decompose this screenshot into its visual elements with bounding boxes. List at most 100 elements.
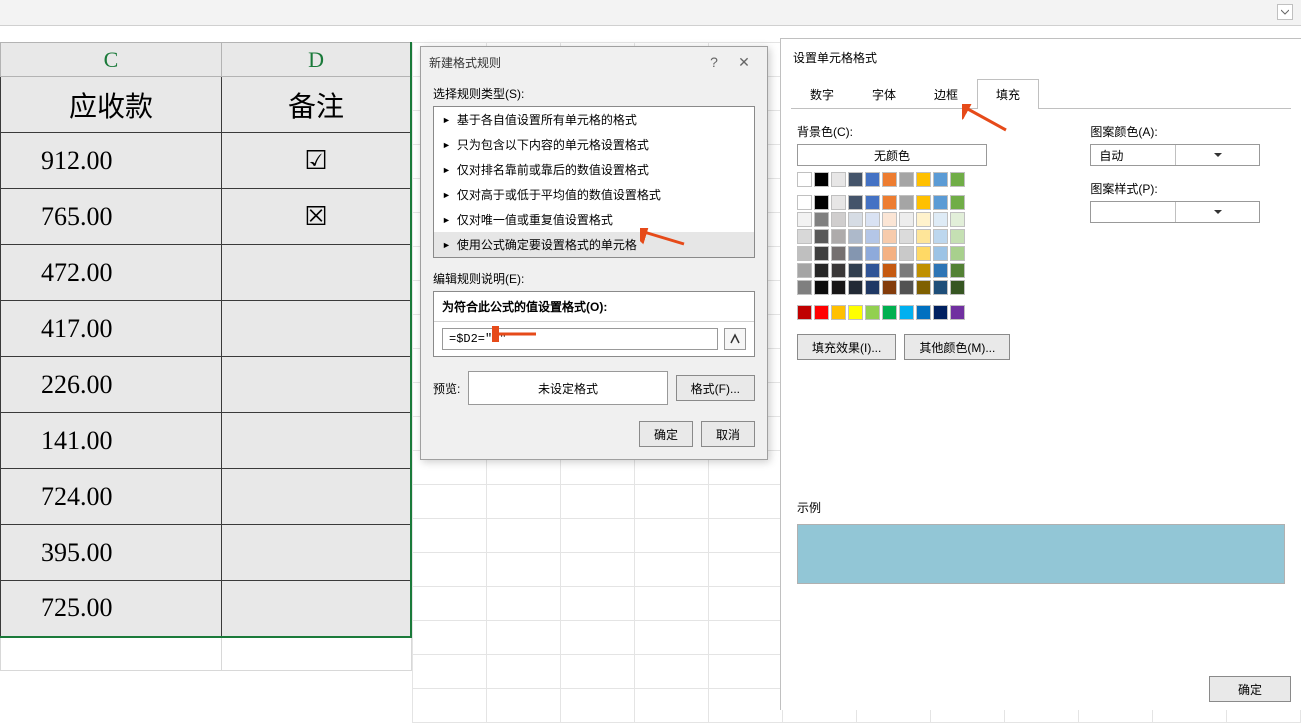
- rule-type-item[interactable]: 只为包含以下内容的单元格设置格式: [434, 132, 754, 157]
- color-swatch[interactable]: [814, 229, 829, 244]
- color-swatch[interactable]: [933, 280, 948, 295]
- tab-number[interactable]: 数字: [791, 79, 853, 109]
- color-swatch[interactable]: [797, 212, 812, 227]
- color-swatch[interactable]: [814, 305, 829, 320]
- color-swatch[interactable]: [950, 229, 965, 244]
- color-swatch[interactable]: [848, 305, 863, 320]
- color-swatch[interactable]: [865, 172, 880, 187]
- color-swatch[interactable]: [899, 229, 914, 244]
- pattern-style-combo[interactable]: [1090, 201, 1260, 223]
- color-swatch[interactable]: [916, 263, 931, 278]
- header-cell-c[interactable]: 应收款: [1, 77, 222, 133]
- color-swatch[interactable]: [933, 246, 948, 261]
- color-swatch[interactable]: [916, 246, 931, 261]
- color-swatch[interactable]: [882, 212, 897, 227]
- dialog-titlebar[interactable]: 新建格式规则 ? ✕: [421, 47, 767, 77]
- color-swatch[interactable]: [831, 229, 846, 244]
- color-swatch[interactable]: [797, 229, 812, 244]
- color-swatch[interactable]: [916, 305, 931, 320]
- color-swatch[interactable]: [797, 172, 812, 187]
- color-swatch[interactable]: [814, 280, 829, 295]
- color-swatch[interactable]: [814, 195, 829, 210]
- color-swatch[interactable]: [848, 172, 863, 187]
- color-swatch[interactable]: [848, 229, 863, 244]
- ok-button[interactable]: 确定: [1209, 676, 1291, 702]
- rule-type-item-selected[interactable]: 使用公式确定要设置格式的单元格: [434, 232, 754, 257]
- format-button[interactable]: 格式(F)...: [676, 375, 755, 401]
- color-swatch[interactable]: [950, 172, 965, 187]
- rule-type-item[interactable]: 仅对高于或低于平均值的数值设置格式: [434, 182, 754, 207]
- color-swatch[interactable]: [814, 263, 829, 278]
- cell-c7[interactable]: 141.00: [1, 413, 222, 469]
- color-swatch[interactable]: [831, 263, 846, 278]
- no-color-button[interactable]: 无颜色: [797, 144, 987, 166]
- cell-d3[interactable]: ☒: [222, 189, 411, 245]
- tab-font[interactable]: 字体: [853, 79, 915, 109]
- color-swatch[interactable]: [882, 229, 897, 244]
- color-swatch[interactable]: [848, 195, 863, 210]
- color-swatch[interactable]: [950, 212, 965, 227]
- color-swatch[interactable]: [865, 195, 880, 210]
- color-swatch[interactable]: [899, 263, 914, 278]
- rule-type-item[interactable]: 仅对排名靠前或靠后的数值设置格式: [434, 157, 754, 182]
- color-swatch[interactable]: [865, 212, 880, 227]
- cell-c4[interactable]: 472.00: [1, 245, 222, 301]
- color-swatch[interactable]: [865, 229, 880, 244]
- color-swatch[interactable]: [899, 195, 914, 210]
- color-swatch[interactable]: [831, 212, 846, 227]
- color-swatch[interactable]: [882, 195, 897, 210]
- color-swatch[interactable]: [797, 246, 812, 261]
- color-swatch[interactable]: [916, 229, 931, 244]
- cell-d4[interactable]: [222, 245, 411, 301]
- color-swatch[interactable]: [848, 280, 863, 295]
- color-swatch[interactable]: [865, 263, 880, 278]
- more-colors-button[interactable]: 其他颜色(M)...: [904, 334, 1010, 360]
- color-swatch[interactable]: [882, 263, 897, 278]
- fill-effects-button[interactable]: 填充效果(I)...: [797, 334, 896, 360]
- color-swatch[interactable]: [814, 246, 829, 261]
- color-swatch[interactable]: [933, 172, 948, 187]
- column-header-c[interactable]: C: [1, 43, 222, 77]
- cell-c8[interactable]: 724.00: [1, 469, 222, 525]
- pattern-color-combo[interactable]: 自动: [1090, 144, 1260, 166]
- cell-d5[interactable]: [222, 301, 411, 357]
- color-swatch[interactable]: [865, 246, 880, 261]
- cell-d2[interactable]: ☑: [222, 133, 411, 189]
- rule-type-item[interactable]: 仅对唯一值或重复值设置格式: [434, 207, 754, 232]
- color-swatch[interactable]: [831, 280, 846, 295]
- color-swatch[interactable]: [916, 212, 931, 227]
- cell-c5[interactable]: 417.00: [1, 301, 222, 357]
- color-swatch[interactable]: [916, 195, 931, 210]
- help-button[interactable]: ?: [699, 50, 729, 74]
- color-swatch[interactable]: [899, 212, 914, 227]
- cell-d9[interactable]: [222, 525, 411, 581]
- color-swatch[interactable]: [831, 246, 846, 261]
- header-cell-d[interactable]: 备注: [222, 77, 411, 133]
- range-picker-button[interactable]: [724, 328, 746, 350]
- cell-d7[interactable]: [222, 413, 411, 469]
- cell-c6[interactable]: 226.00: [1, 357, 222, 413]
- color-swatch[interactable]: [950, 263, 965, 278]
- cell-d6[interactable]: [222, 357, 411, 413]
- color-swatch[interactable]: [848, 246, 863, 261]
- color-swatch[interactable]: [933, 305, 948, 320]
- color-swatch[interactable]: [899, 280, 914, 295]
- color-swatch[interactable]: [882, 305, 897, 320]
- formula-input[interactable]: [442, 328, 718, 350]
- color-swatch[interactable]: [865, 305, 880, 320]
- color-swatch[interactable]: [814, 172, 829, 187]
- color-swatch[interactable]: [916, 280, 931, 295]
- close-button[interactable]: ✕: [729, 50, 759, 74]
- color-swatch[interactable]: [882, 246, 897, 261]
- rule-type-list[interactable]: 基于各自值设置所有单元格的格式 只为包含以下内容的单元格设置格式 仅对排名靠前或…: [433, 106, 755, 258]
- color-swatch[interactable]: [865, 280, 880, 295]
- cell-c9[interactable]: 395.00: [1, 525, 222, 581]
- cell-c2[interactable]: 912.00: [1, 133, 222, 189]
- cell-d10[interactable]: [222, 581, 411, 637]
- color-swatch[interactable]: [882, 172, 897, 187]
- color-swatch[interactable]: [848, 263, 863, 278]
- color-swatch[interactable]: [950, 195, 965, 210]
- cell-c3[interactable]: 765.00: [1, 189, 222, 245]
- ok-button[interactable]: 确定: [639, 421, 693, 447]
- color-swatch[interactable]: [797, 195, 812, 210]
